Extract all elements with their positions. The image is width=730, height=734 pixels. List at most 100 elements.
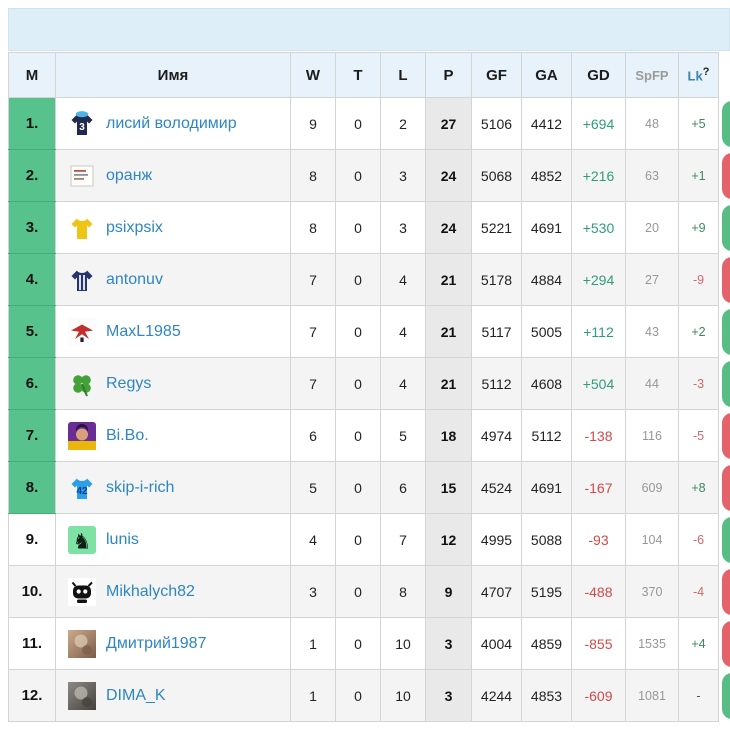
spfp-cell: 20: [625, 201, 679, 254]
spfp-cell: 1081: [625, 669, 679, 722]
column-header-wins: W: [290, 52, 336, 98]
losses-cell: 10: [380, 617, 426, 670]
player-cell: Дмитрий1987: [55, 617, 291, 670]
lk-cell: +1: [678, 149, 719, 202]
player-cell: Bi.Bo.: [55, 409, 291, 462]
last-result-pill: [722, 672, 730, 719]
player-name-link[interactable]: DIMA_K: [106, 686, 166, 704]
ties-cell: 0: [335, 357, 381, 410]
spfp-cell: 1535: [625, 617, 679, 670]
header-row: М Имя W T L P GF GA GD SpFP Lk?: [8, 52, 730, 98]
column-header-rank: М: [8, 52, 56, 98]
losses-cell: 3: [380, 149, 426, 202]
wins-cell: 7: [290, 357, 336, 410]
goals-against-cell: 4853: [521, 669, 572, 722]
red-eagle-icon: [68, 317, 96, 346]
lk-cell: -3: [678, 357, 719, 410]
goals-against-cell: 5112: [521, 409, 572, 462]
goals-against-cell: 4691: [521, 461, 572, 514]
player-cell: MaxL1985: [55, 305, 291, 358]
form-indicator-cell: [718, 409, 730, 462]
form-indicator-cell: [718, 149, 730, 202]
last-result-pill: [722, 360, 730, 407]
column-header-spfp: SpFP: [625, 52, 679, 98]
player-cell: ♞ lunis: [55, 513, 291, 566]
goal-diff-cell: -167: [571, 461, 626, 514]
player-name-link[interactable]: lunis: [106, 530, 139, 548]
goals-for-cell: 4707: [471, 565, 522, 618]
points-cell: 24: [425, 201, 472, 254]
player-name-link[interactable]: лисий володимир: [106, 114, 237, 132]
player-name-link[interactable]: psixpsix: [106, 218, 163, 236]
rank-cell: 7.: [8, 409, 56, 462]
form-indicator-cell: [718, 305, 730, 358]
spfp-cell: 104: [625, 513, 679, 566]
goals-against-cell: 4852: [521, 149, 572, 202]
last-result-pill: [722, 516, 730, 563]
player-name-link[interactable]: antonuv: [106, 270, 163, 288]
player-name-link[interactable]: Mikhalych82: [106, 582, 195, 600]
goal-diff-cell: -609: [571, 669, 626, 722]
goals-against-cell: 4608: [521, 357, 572, 410]
column-header-goal-diff: GD: [571, 52, 626, 98]
goal-diff-cell: +294: [571, 253, 626, 306]
svg-text:♞: ♞: [73, 529, 92, 553]
goals-against-cell: 5005: [521, 305, 572, 358]
player-name-link[interactable]: Regys: [106, 374, 152, 392]
last-result-pill: [722, 620, 730, 667]
points-cell: 18: [425, 409, 472, 462]
player-cell: DIMA_K: [55, 669, 291, 722]
player-cell: оранж: [55, 149, 291, 202]
points-cell: 21: [425, 305, 472, 358]
lk-cell: +9: [678, 201, 719, 254]
player-name-link[interactable]: skip-i-rich: [106, 478, 175, 496]
wins-cell: 9: [290, 97, 336, 150]
spfp-cell: 116: [625, 409, 679, 462]
form-indicator-cell: [718, 97, 730, 150]
table-row: 9. ♞ lunis 4 0 7 12 4995 5088 -93 104 -6: [8, 513, 730, 566]
goals-for-cell: 4524: [471, 461, 522, 514]
lk-cell: -4: [678, 565, 719, 618]
spfp-cell: 43: [625, 305, 679, 358]
last-result-pill: [722, 412, 730, 459]
goals-for-cell: 5112: [471, 357, 522, 410]
goals-for-cell: 5106: [471, 97, 522, 150]
table-row: 3. psixpsix 8 0 3 24 5221 4691 +530 20 +9: [8, 201, 730, 254]
wins-cell: 7: [290, 305, 336, 358]
player-name-link[interactable]: Bi.Bo.: [106, 426, 149, 444]
lk-cell: -9: [678, 253, 719, 306]
column-header-form: [718, 52, 730, 98]
player-name-link[interactable]: Дмитрий1987: [106, 634, 207, 652]
table-row: 6. Regys 7 0 4 21 5112 4608 +504 44 -3: [8, 357, 730, 410]
points-cell: 27: [425, 97, 472, 150]
help-icon[interactable]: ?: [702, 66, 710, 79]
goals-against-cell: 5195: [521, 565, 572, 618]
player-cell: antonuv: [55, 253, 291, 306]
player-name-link[interactable]: MaxL1985: [106, 322, 181, 340]
player-name-link[interactable]: оранж: [106, 166, 153, 184]
standings-table: М Имя W T L P GF GA GD SpFP Lk? 1. 3 лисий…: [8, 52, 730, 722]
last-result-pill: [722, 464, 730, 511]
losses-cell: 2: [380, 97, 426, 150]
goal-diff-cell: -93: [571, 513, 626, 566]
green-knight-icon: ♞: [68, 525, 96, 554]
goals-for-cell: 5117: [471, 305, 522, 358]
svg-text:42: 42: [76, 486, 88, 497]
column-header-name: Имя: [55, 52, 291, 98]
wins-cell: 8: [290, 201, 336, 254]
points-cell: 21: [425, 357, 472, 410]
player-cell: 3 лисий володимир: [55, 97, 291, 150]
ties-cell: 0: [335, 149, 381, 202]
ties-cell: 0: [335, 461, 381, 514]
rank-cell: 2.: [8, 149, 56, 202]
player-cell: Regys: [55, 357, 291, 410]
column-header-ties: T: [335, 52, 381, 98]
rank-cell: 11.: [8, 617, 56, 670]
spfp-cell: 370: [625, 565, 679, 618]
points-cell: 9: [425, 565, 472, 618]
goals-for-cell: 4004: [471, 617, 522, 670]
wins-cell: 4: [290, 513, 336, 566]
ties-cell: 0: [335, 617, 381, 670]
lk-cell: -: [678, 669, 719, 722]
rank-cell: 9.: [8, 513, 56, 566]
